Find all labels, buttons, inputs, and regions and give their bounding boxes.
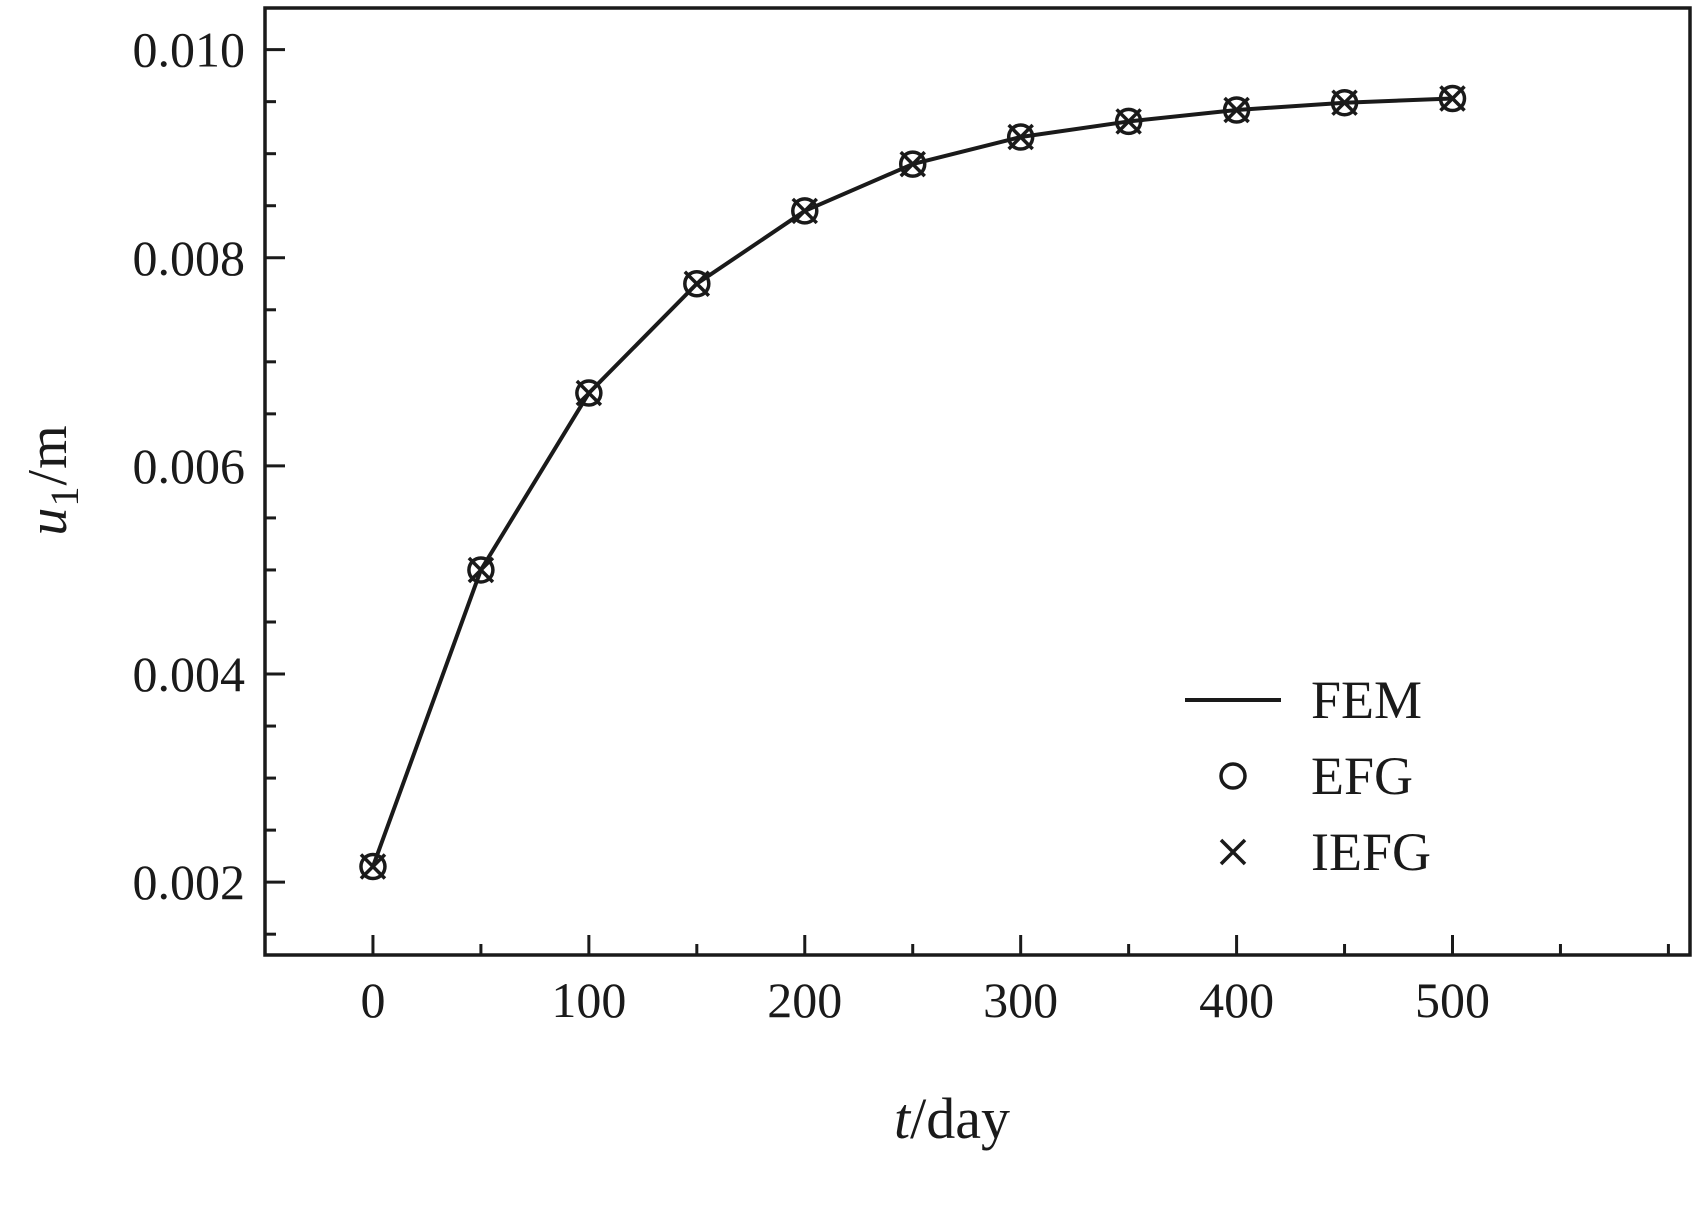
legend-item-efg: EFG (1219, 746, 1413, 806)
x-tick-label: 500 (1415, 972, 1490, 1028)
series-fem (371, 96, 1453, 868)
x-tick-label: 100 (551, 972, 626, 1028)
legend: FEM EFG IEFG (1185, 670, 1431, 882)
x-axis-label-var: t (894, 1086, 911, 1151)
x-axis-label-unit: /day (910, 1086, 1010, 1151)
y-tick-label: 0.006 (133, 438, 246, 494)
x-tick-label: 300 (983, 972, 1058, 1028)
y-axis-label-sub: 1 (42, 485, 88, 507)
plot-frame (263, 6, 1692, 957)
legend-label: EFG (1311, 746, 1413, 806)
y-tick-label: 0.008 (133, 230, 246, 286)
y-tick-label: 0.010 (133, 22, 246, 78)
legend-item-fem: FEM (1185, 670, 1422, 730)
y-axis-label: u1/m (16, 424, 88, 535)
x-axis-label: t/day (894, 1085, 1010, 1152)
axis-ticks (265, 48, 1670, 955)
x-tick-label: 400 (1199, 972, 1274, 1028)
y-tick-label: 0.004 (133, 646, 246, 702)
legend-circle-sample (1219, 762, 1247, 790)
legend-item-iefg: IEFG (1219, 822, 1431, 882)
x-tick-label: 0 (360, 972, 385, 1028)
y-axis-label-var: u (16, 506, 79, 536)
x-tick-label: 200 (767, 972, 842, 1028)
series-iefg (359, 85, 1466, 880)
tick-labels: 0 100 200 300 400 500 0.002 0.004 0.006 0.008 0.01… (133, 22, 1491, 1028)
legend-label: IEFG (1311, 822, 1431, 882)
y-tick-label: 0.002 (133, 854, 246, 910)
legend-x-sample (1219, 838, 1247, 866)
series-efg (359, 84, 1467, 881)
y-axis-label-unit: /m (16, 424, 79, 486)
legend-label: FEM (1311, 670, 1422, 730)
